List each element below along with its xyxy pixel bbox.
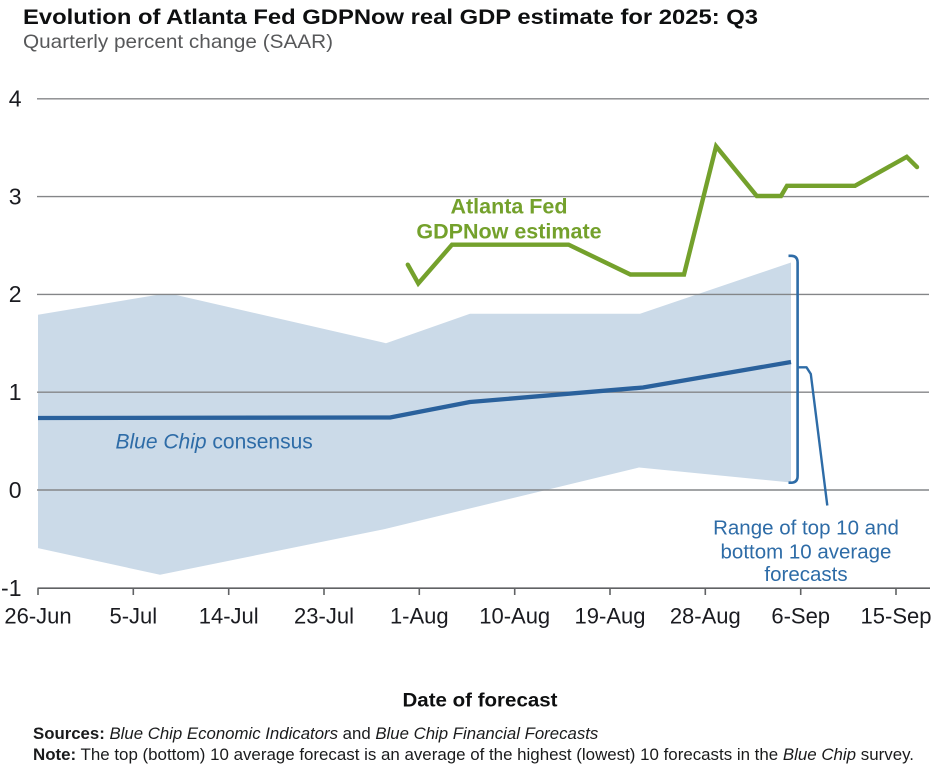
svg-text:26-Jun: 26-Jun <box>4 604 71 629</box>
svg-text:GDPNow estimate: GDPNow estimate <box>416 220 601 244</box>
svg-text:2: 2 <box>9 281 22 307</box>
svg-text:5-Jul: 5-Jul <box>109 604 157 629</box>
svg-text:14-Jul: 14-Jul <box>199 604 259 629</box>
svg-text:Note: The top (bottom) 10 aver: Note: The top (bottom) 10 average foreca… <box>33 745 914 764</box>
svg-text:1-Aug: 1-Aug <box>390 604 449 629</box>
svg-text:3: 3 <box>9 183 22 209</box>
svg-text:10-Aug: 10-Aug <box>479 604 550 629</box>
svg-text:15-Sep: 15-Sep <box>861 604 932 629</box>
svg-text:0: 0 <box>9 477 22 503</box>
svg-text:23-Jul: 23-Jul <box>294 604 354 629</box>
svg-text:4: 4 <box>9 86 22 112</box>
svg-text:Atlanta Fed: Atlanta Fed <box>450 195 567 219</box>
svg-text:bottom 10 average: bottom 10 average <box>721 541 892 564</box>
svg-text:Blue Chip consensus: Blue Chip consensus <box>116 431 313 454</box>
svg-text:-1: -1 <box>1 575 21 601</box>
svg-text:forecasts: forecasts <box>764 563 847 586</box>
svg-text:Evolution of Atlanta Fed GDPNo: Evolution of Atlanta Fed GDPNow real GDP… <box>23 5 758 29</box>
svg-text:19-Aug: 19-Aug <box>575 604 646 629</box>
svg-text:6-Sep: 6-Sep <box>771 604 830 629</box>
svg-text:28-Aug: 28-Aug <box>670 604 741 629</box>
svg-text:Quarterly percent change (SAAR: Quarterly percent change (SAAR) <box>23 31 333 53</box>
svg-text:Date of forecast: Date of forecast <box>403 691 559 712</box>
svg-text:1: 1 <box>9 379 22 405</box>
svg-text:Range of top 10 and: Range of top 10 and <box>713 517 899 540</box>
svg-text:Sources: Blue Chip Economic In: Sources: Blue Chip Economic Indicators a… <box>33 724 599 743</box>
